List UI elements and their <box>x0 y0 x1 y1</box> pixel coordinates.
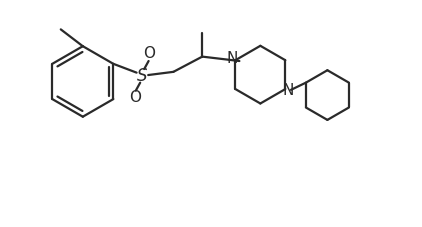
Text: S: S <box>137 67 147 85</box>
Text: O: O <box>143 46 155 61</box>
Text: N: N <box>227 51 238 66</box>
Text: O: O <box>129 90 141 105</box>
Text: N: N <box>283 83 294 98</box>
